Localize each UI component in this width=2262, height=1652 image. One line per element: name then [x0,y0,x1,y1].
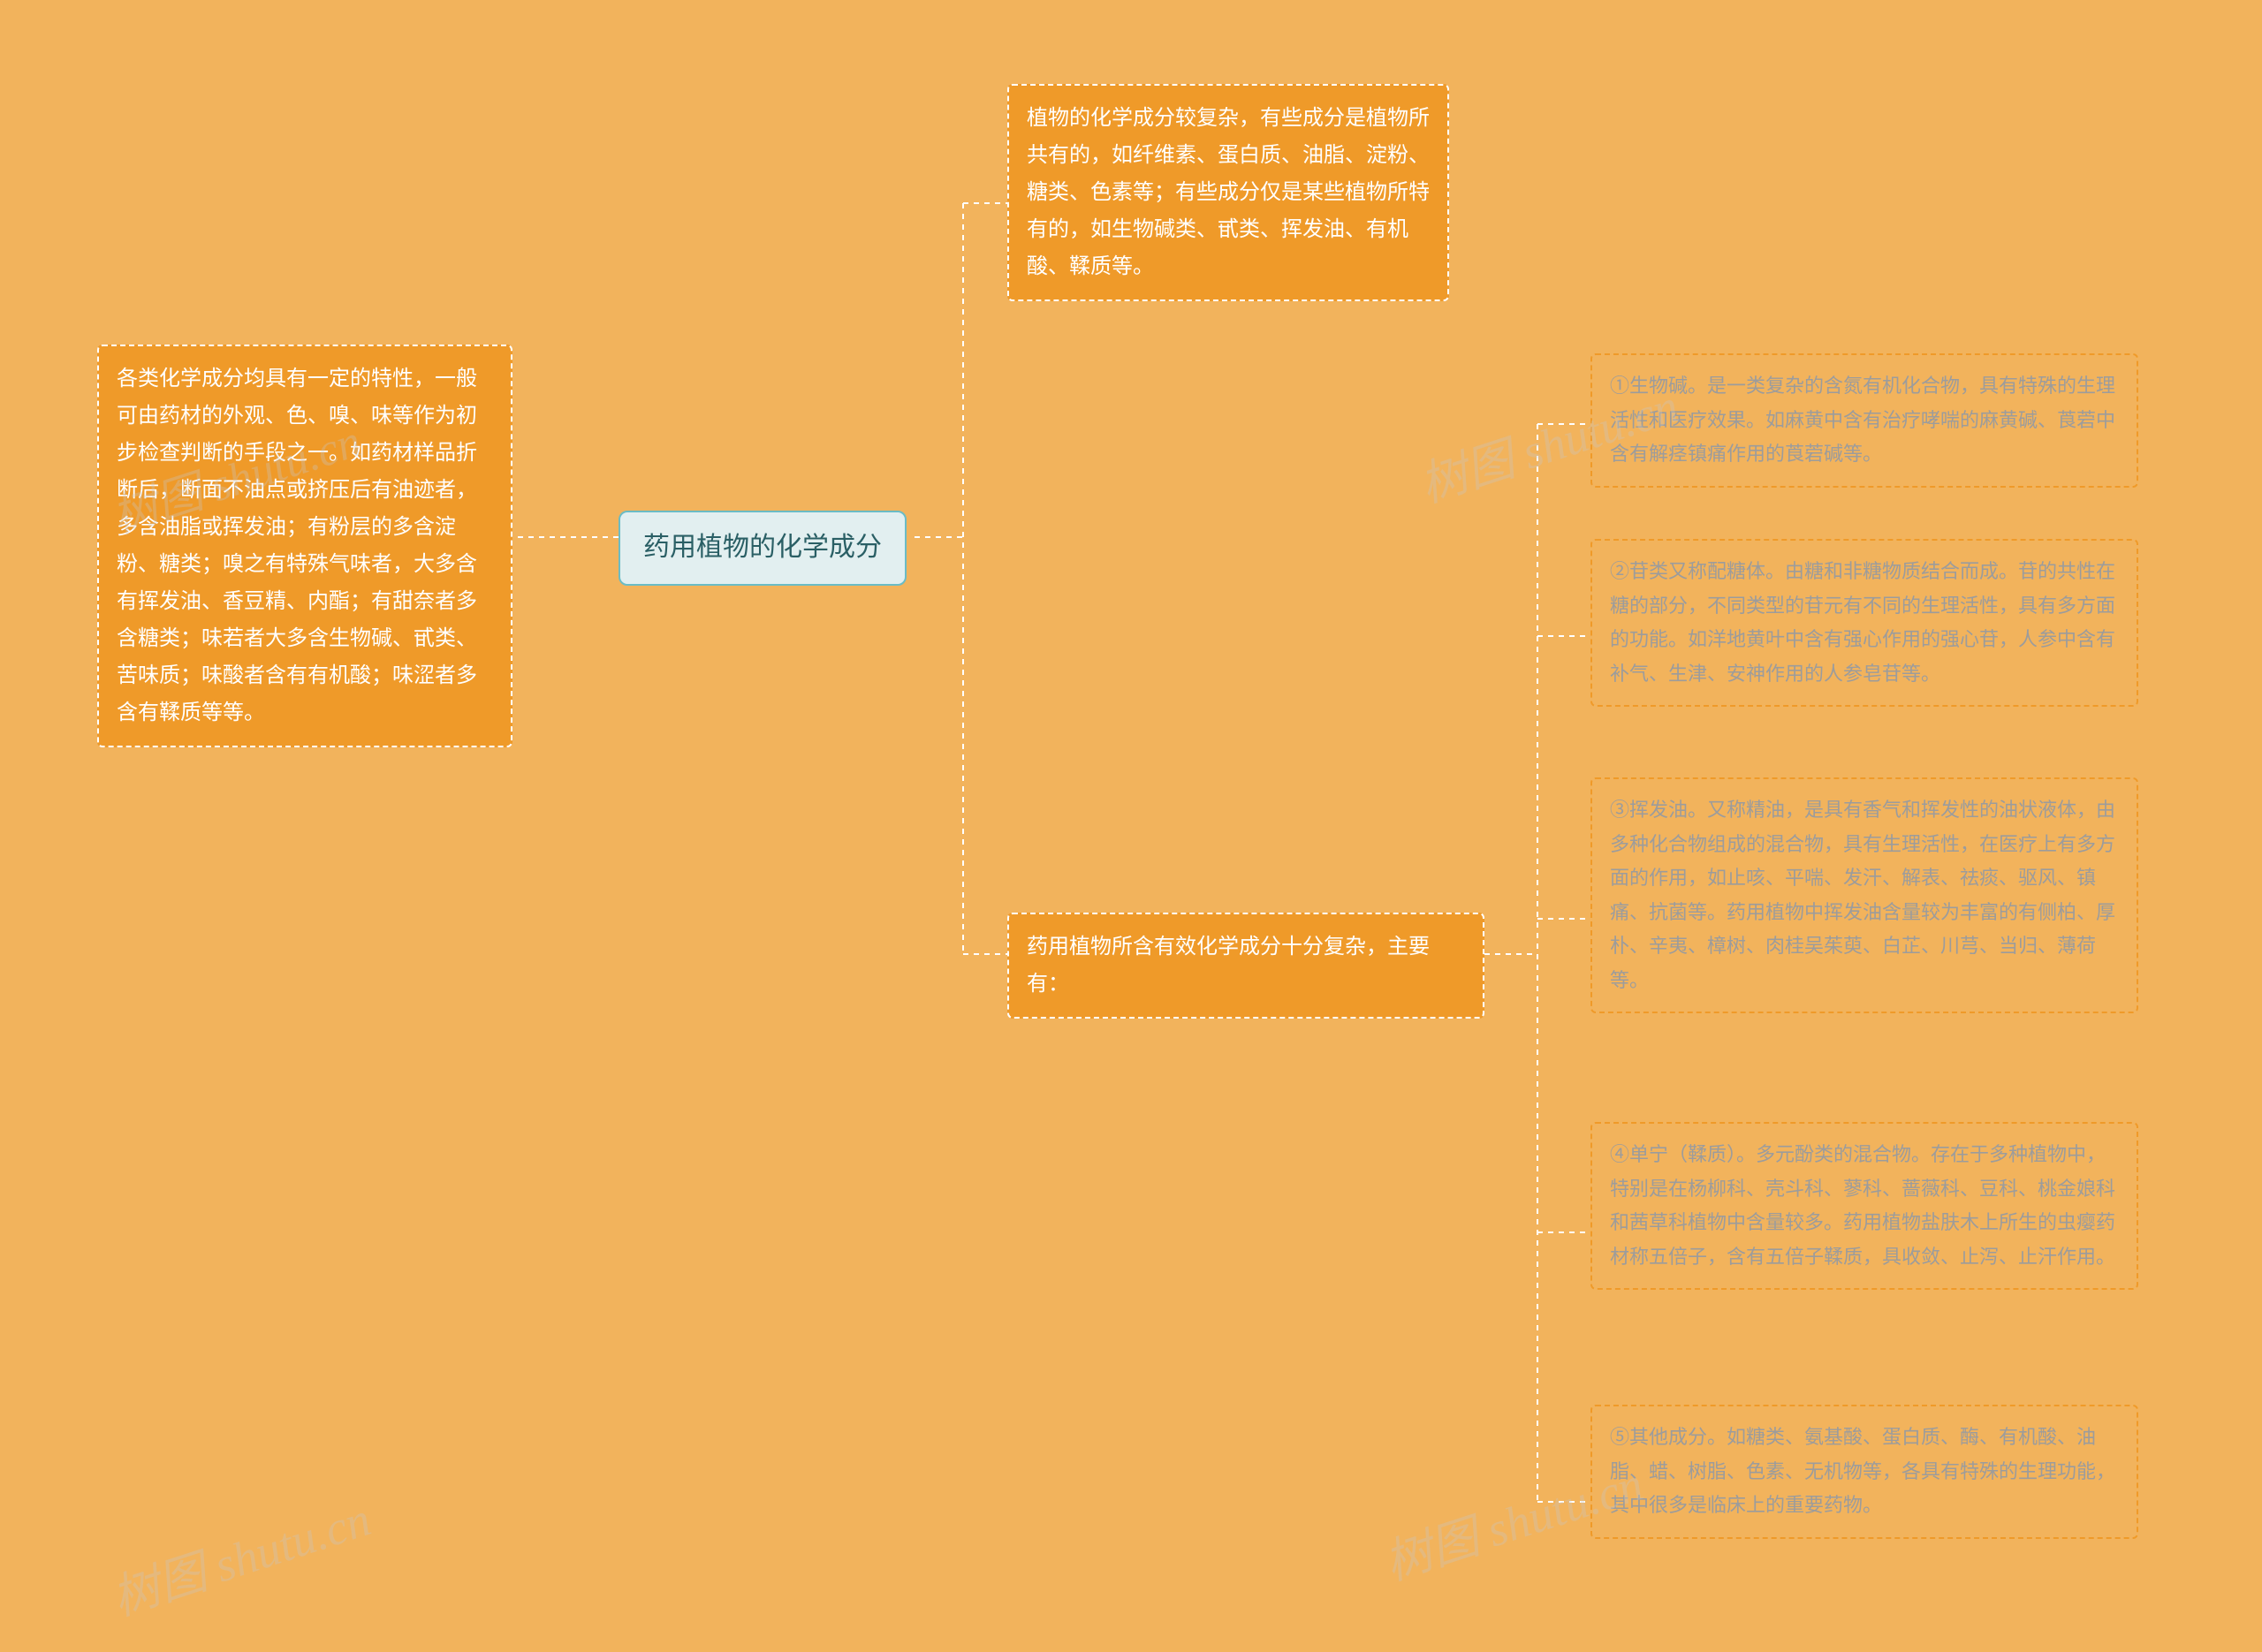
center-node: 药用植物的化学成分 [619,511,907,586]
leaf-alkaloid-node: ①生物碱。是一类复杂的含氮有机化合物，具有特殊的生理活性和医疗效果。如麻黄中含有… [1590,353,2138,488]
leaf-volatile-oil-node: ③挥发油。又称精油，是具有香气和挥发性的油状液体，由多种化合物组成的混合物，具有… [1590,777,2138,1013]
right-mid-components-node: 药用植物所含有效化学成分十分复杂，主要有： [1007,913,1484,1019]
leaf-other-node: ⑤其他成分。如糖类、氨基酸、蛋白质、酶、有机酸、油脂、蜡、树脂、色素、无机物等，… [1590,1405,2138,1539]
leaf-glycoside-node: ②苷类又称配糖体。由糖和非糖物质结合而成。苷的共性在糖的部分，不同类型的苷元有不… [1590,539,2138,707]
right-top-complexity-node: 植物的化学成分较复杂，有些成分是植物所共有的，如纤维素、蛋白质、油脂、淀粉、糖类… [1007,84,1449,301]
left-characteristics-node: 各类化学成分均具有一定的特性，一般可由药材的外观、色、嗅、味等作为初步检查判断的… [97,345,512,747]
leaf-tannin-node: ④单宁（鞣质）。多元酚类的混合物。存在于多种植物中，特别是在杨柳科、壳斗科、蓼科… [1590,1122,2138,1290]
